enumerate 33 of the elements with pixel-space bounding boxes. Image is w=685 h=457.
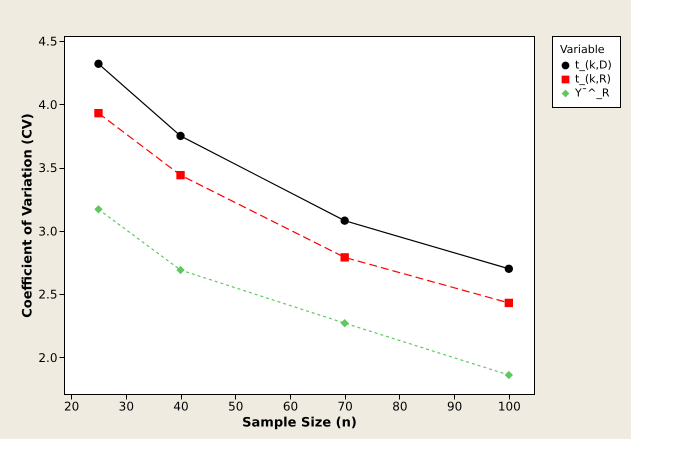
y-tick-label: 2.5 — [38, 288, 58, 302]
x-tick-label: 100 — [498, 400, 521, 414]
point — [504, 370, 514, 380]
point — [504, 264, 514, 273]
y-tick-label: 4.0 — [38, 98, 58, 112]
point — [340, 318, 349, 328]
x-tick-label: 40 — [173, 400, 189, 414]
y-tick-label: 4.5 — [38, 34, 58, 49]
x-tick-label: 30 — [118, 400, 134, 414]
point — [176, 170, 185, 180]
y-tick-label: 3.0 — [38, 224, 58, 238]
point — [94, 205, 103, 214]
x-tick-label: 70 — [338, 400, 353, 414]
point — [340, 253, 349, 262]
point — [340, 216, 349, 225]
legend-label: t_(k,D) — [575, 58, 612, 72]
x-tick-label: 50 — [228, 400, 244, 414]
x-tick-label: 90 — [446, 400, 462, 414]
legend-label: Y¯^_R — [574, 86, 610, 100]
point — [94, 60, 103, 68]
y-axis-title: Coefficient of Variation (CV) — [20, 113, 36, 318]
point — [176, 132, 185, 140]
y-tick-label: 2.0 — [38, 350, 58, 365]
x-tick-label: 20 — [64, 400, 80, 414]
point — [504, 298, 514, 308]
x-tick-label: 80 — [392, 400, 408, 414]
y-tick-label: 3.5 — [38, 161, 58, 176]
legend-title: Variable — [560, 43, 605, 56]
point — [94, 108, 103, 118]
legend-label: t_(k,R) — [575, 72, 611, 86]
point — [176, 266, 185, 274]
x-tick-label: 60 — [282, 400, 298, 414]
x-axis-title: Sample Size (n) — [242, 416, 357, 430]
